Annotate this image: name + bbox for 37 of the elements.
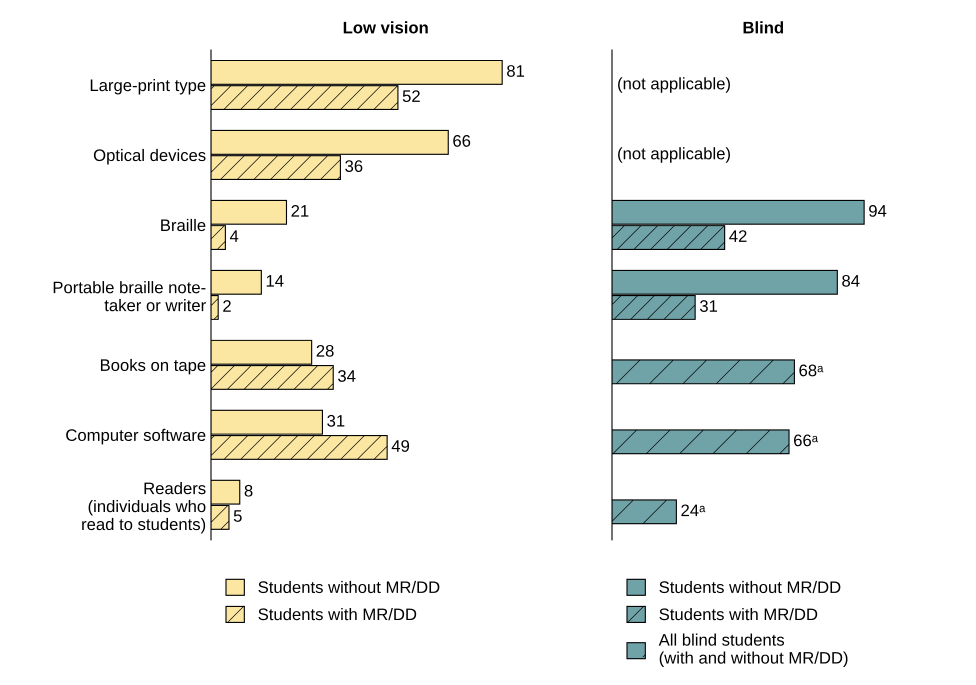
y-tick-label: Books on tape bbox=[100, 358, 206, 374]
data-label: 34 bbox=[338, 370, 356, 382]
chart-title: Blind bbox=[744, 21, 784, 34]
data-label: 42 bbox=[729, 230, 747, 242]
data-label: 31 bbox=[700, 300, 718, 312]
y-tick-label: Readers (individuals who read to students) bbox=[82, 482, 206, 534]
data-label: 5 bbox=[234, 510, 242, 522]
data-label: 36 bbox=[345, 160, 362, 172]
data-label: 14 bbox=[266, 275, 284, 287]
legend-label: Students with MR/DD bbox=[659, 608, 818, 620]
legend-label: All blind students (with and without MR/DD) bbox=[658, 634, 848, 667]
data-label: 8 bbox=[244, 484, 252, 497]
legend-label: Students without MR/DD bbox=[258, 580, 440, 594]
data-label: 24ᵃ bbox=[681, 504, 706, 516]
y-tick-label: Braille bbox=[161, 218, 206, 232]
data-label: 94 bbox=[869, 205, 886, 217]
annotation: (not applicable) bbox=[618, 77, 730, 93]
data-label: 84 bbox=[842, 274, 860, 287]
data-label: 52 bbox=[402, 90, 420, 102]
y-tick-label: Computer software bbox=[66, 428, 206, 444]
y-tick-label: Portable braille note- taker or writer bbox=[54, 281, 206, 312]
data-label: 4 bbox=[230, 230, 238, 242]
data-label: 81 bbox=[507, 65, 524, 77]
data-label: 66ᵃ bbox=[794, 434, 818, 446]
data-label: 31 bbox=[327, 414, 344, 427]
y-tick-label: Large-print type bbox=[90, 78, 206, 94]
legend-label: Students without MR/DD bbox=[659, 580, 840, 594]
legend-label: Students with MR/DD bbox=[258, 608, 416, 620]
y-tick-label: Optical devices bbox=[94, 148, 206, 164]
data-label: 49 bbox=[392, 440, 410, 452]
data-label: 21 bbox=[291, 205, 308, 217]
data-label: 2 bbox=[223, 300, 231, 312]
data-label: 28 bbox=[316, 344, 334, 357]
chart-title: Low vision bbox=[344, 21, 428, 34]
annotation: (not applicable) bbox=[618, 147, 730, 163]
data-label: 66 bbox=[453, 135, 470, 147]
data-label: 68ᵃ bbox=[799, 364, 824, 376]
